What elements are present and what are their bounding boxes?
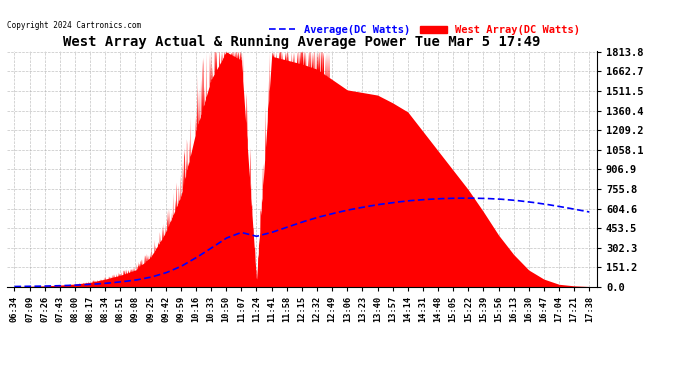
Title: West Array Actual & Running Average Power Tue Mar 5 17:49: West Array Actual & Running Average Powe… — [63, 35, 540, 50]
Legend: Average(DC Watts), West Array(DC Watts): Average(DC Watts), West Array(DC Watts) — [269, 25, 580, 35]
Text: Copyright 2024 Cartronics.com: Copyright 2024 Cartronics.com — [7, 21, 141, 30]
